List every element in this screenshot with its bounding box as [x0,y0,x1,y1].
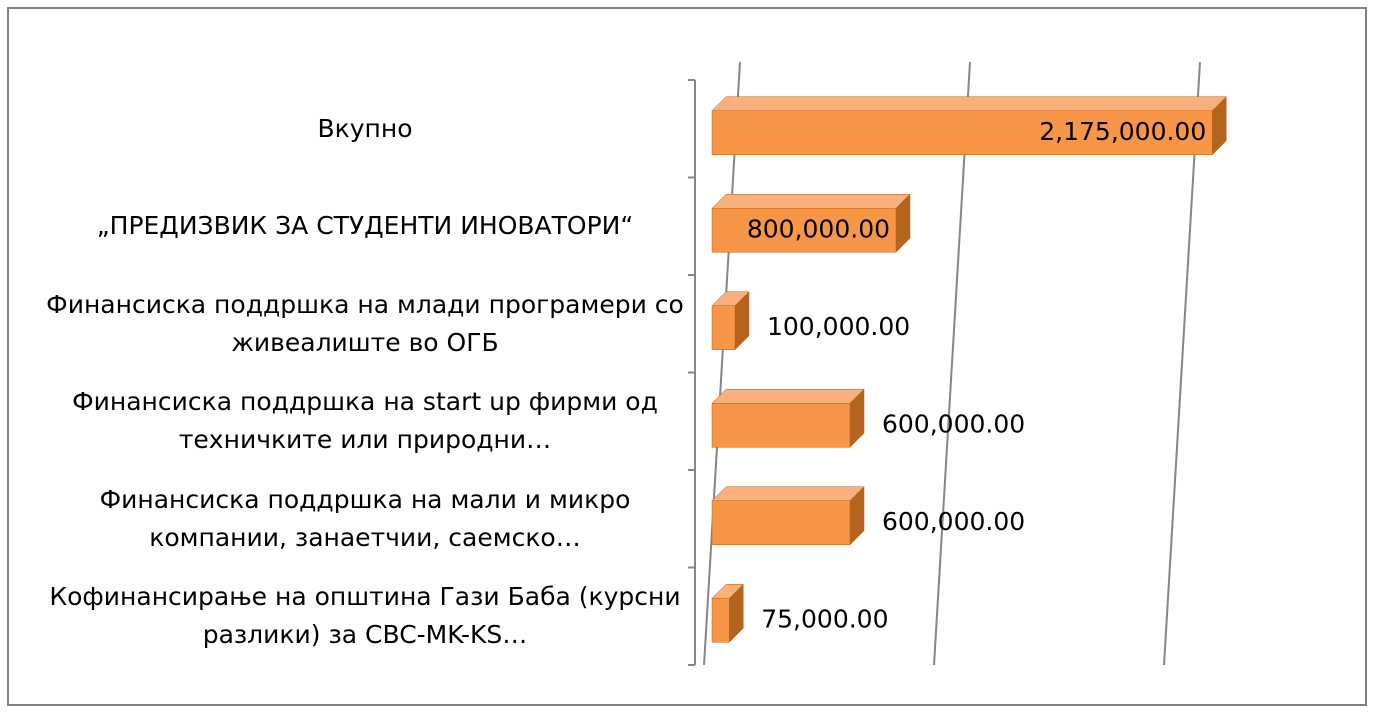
category-label: Финансиска поддршка на млади програмери … [46,289,684,357]
bar-front [711,403,851,448]
value-label: 600,000.00 [882,409,1025,438]
category-label: „ПРЕДИЗВИК ЗА СТУДЕНТИ ИНОВАТОРИ“ [96,211,634,241]
bar [711,486,865,546]
bar-top [711,486,865,501]
bar-top [711,96,1227,111]
category-label: Кофинансирање на општина Гази Баба (курс… [49,582,681,650]
bar [711,193,911,253]
bar-top [711,194,911,209]
bar [711,96,1227,156]
category-label: Финансиска поддршка на start up фирми од… [72,387,658,455]
value-label: 600,000.00 [882,507,1025,536]
bar [711,583,744,643]
value-label: 75,000.00 [761,604,888,633]
bar-front [711,500,851,545]
grid-line [1163,61,1201,666]
bar-front [711,110,1213,155]
bar-top [711,389,865,404]
bar [711,291,750,351]
bar-front [711,305,736,350]
grid-line [933,61,971,666]
value-label: 800,000.00 [747,214,890,243]
grid-line [703,61,741,666]
category-label: Финансиска поддршка на мали и микро комп… [99,484,631,552]
bar-front [711,598,730,643]
value-label: 2,175,000.00 [1039,117,1206,146]
bar-front [711,208,897,253]
bar [711,388,865,448]
category-label: Вкупно [317,113,413,143]
value-label: 100,000.00 [767,312,910,341]
